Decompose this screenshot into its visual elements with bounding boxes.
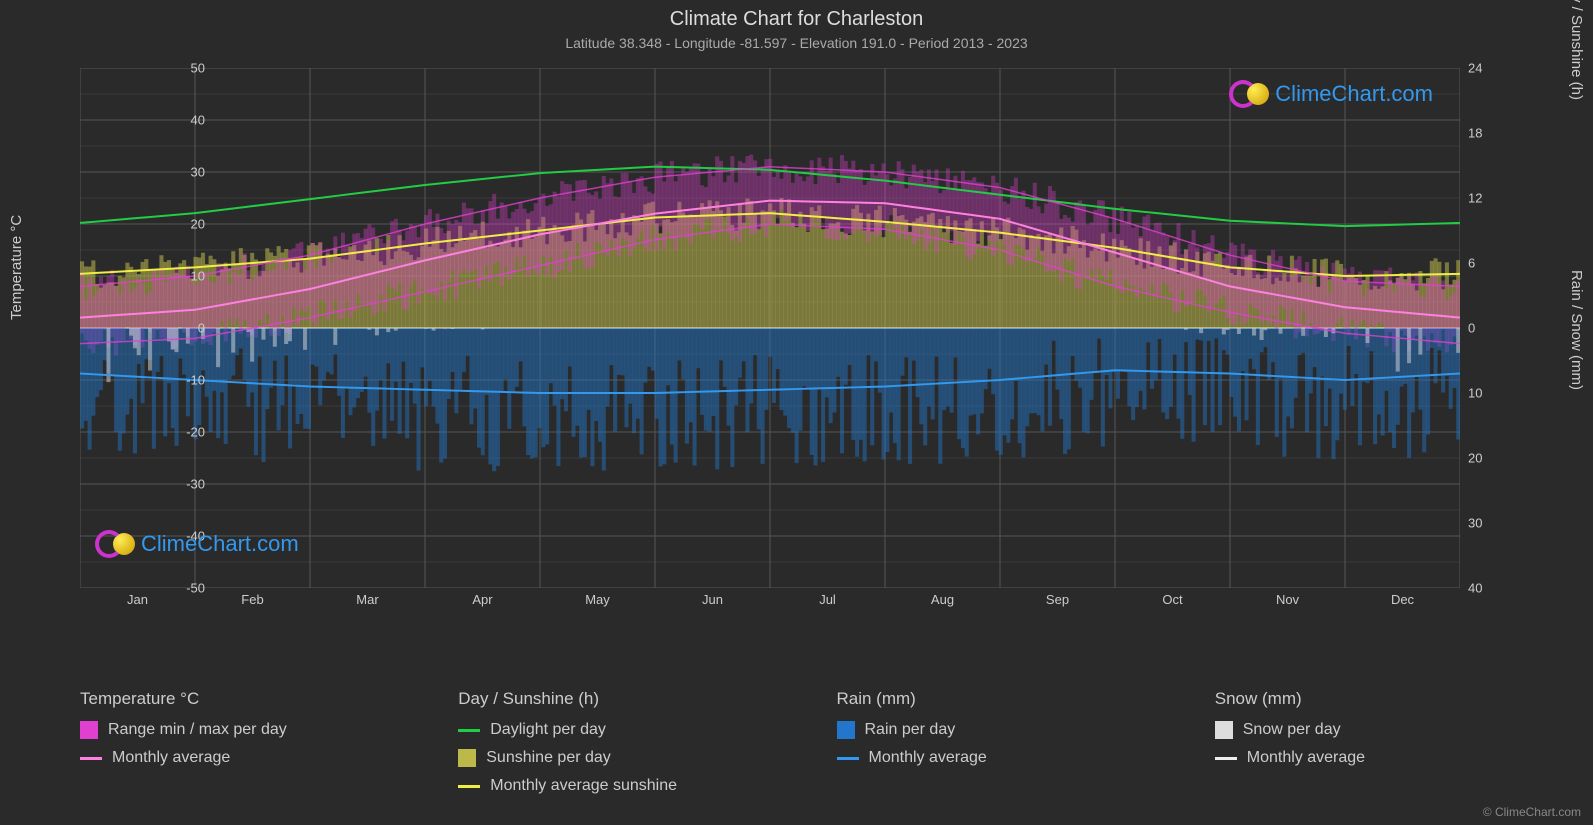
y-tick-right-top: 6: [1468, 256, 1475, 271]
legend-swatch: [458, 749, 476, 767]
y-tick-right-bottom: 20: [1468, 451, 1482, 466]
x-tick-month: Jun: [702, 592, 723, 607]
x-tick-month: Feb: [241, 592, 263, 607]
legend-label: Daylight per day: [490, 721, 606, 739]
y-tick-right-top: 12: [1468, 191, 1482, 206]
legend-swatch: [837, 757, 859, 760]
legend-swatch: [458, 729, 480, 732]
legend-item: Monthly average: [837, 749, 1155, 767]
y-tick-right-top: 18: [1468, 126, 1482, 141]
legend-col-daylight: Day / Sunshine (h) Daylight per day Sunsh…: [458, 689, 776, 805]
y-tick-right-bottom: 40: [1468, 581, 1482, 596]
x-tick-month: Nov: [1276, 592, 1299, 607]
y-axis-right-bottom-label: Rain / Snow (mm): [1568, 270, 1585, 390]
legend-item: Daylight per day: [458, 721, 776, 739]
legend-title: Day / Sunshine (h): [458, 689, 776, 709]
y-axis-left-label: Temperature °C: [8, 215, 25, 320]
legend-title: Temperature °C: [80, 689, 398, 709]
legend-label: Snow per day: [1243, 721, 1341, 739]
legend-item: Monthly average sunshine: [458, 777, 776, 795]
y-tick-right-bottom: 30: [1468, 516, 1482, 531]
legend-swatch: [837, 721, 855, 739]
legend-label: Monthly average: [869, 749, 987, 767]
legend-label: Rain per day: [865, 721, 956, 739]
legend-item: Sunshine per day: [458, 749, 776, 767]
watermark-bottom: ClimeChart.com: [95, 530, 299, 558]
legend-item: Monthly average: [1215, 749, 1533, 767]
y-tick-left: 30: [165, 165, 205, 180]
y-axis-right-top-label: Day / Sunshine (h): [1568, 0, 1585, 100]
legend-col-temperature: Temperature °C Range min / max per day Mo…: [80, 689, 398, 805]
legend-label: Monthly average sunshine: [490, 777, 677, 795]
x-tick-month: Apr: [472, 592, 492, 607]
x-tick-month: May: [585, 592, 610, 607]
y-tick-left: 50: [165, 61, 205, 76]
x-tick-month: Dec: [1391, 592, 1414, 607]
y-tick-right-bottom: 10: [1468, 386, 1482, 401]
y-tick-left: 10: [165, 269, 205, 284]
legend-item: Rain per day: [837, 721, 1155, 739]
climate-chart: Climate Chart for Charleston Latitude 38…: [0, 0, 1593, 825]
legend-label: Range min / max per day: [108, 721, 287, 739]
legend-label: Monthly average: [112, 749, 230, 767]
legend-swatch: [1215, 757, 1237, 760]
y-tick-right-top: 0: [1468, 321, 1475, 336]
legend-label: Monthly average: [1247, 749, 1365, 767]
legend-item: Monthly average: [80, 749, 398, 767]
watermark-top: ClimeChart.com: [1229, 80, 1433, 108]
x-tick-month: Mar: [356, 592, 378, 607]
x-tick-month: Sep: [1046, 592, 1069, 607]
x-tick-month: Aug: [931, 592, 954, 607]
y-tick-left: -10: [165, 373, 205, 388]
legend-col-snow: Snow (mm) Snow per day Monthly average: [1215, 689, 1533, 805]
legend-swatch: [458, 785, 480, 788]
logo-c-icon: [95, 530, 123, 558]
y-tick-left: 40: [165, 113, 205, 128]
chart-title: Climate Chart for Charleston: [0, 0, 1593, 31]
y-tick-left: -30: [165, 477, 205, 492]
legend-col-rain: Rain (mm) Rain per day Monthly average: [837, 689, 1155, 805]
legend: Temperature °C Range min / max per day Mo…: [80, 689, 1533, 805]
x-tick-month: Jul: [819, 592, 836, 607]
legend-title: Snow (mm): [1215, 689, 1533, 709]
watermark-text: ClimeChart.com: [1275, 81, 1433, 107]
plot-svg: [80, 68, 1460, 588]
legend-item: Snow per day: [1215, 721, 1533, 739]
y-tick-left: -50: [165, 581, 205, 596]
y-tick-left: -20: [165, 425, 205, 440]
copyright-text: © ClimeChart.com: [1483, 805, 1581, 819]
legend-label: Sunshine per day: [486, 749, 611, 767]
legend-title: Rain (mm): [837, 689, 1155, 709]
legend-item: Range min / max per day: [80, 721, 398, 739]
watermark-text: ClimeChart.com: [141, 531, 299, 557]
legend-swatch: [80, 757, 102, 760]
y-tick-right-top: 24: [1468, 61, 1482, 76]
y-tick-left: 0: [165, 321, 205, 336]
x-tick-month: Oct: [1162, 592, 1182, 607]
y-tick-left: 20: [165, 217, 205, 232]
x-tick-month: Jan: [127, 592, 148, 607]
legend-swatch: [80, 721, 98, 739]
chart-subtitle: Latitude 38.348 - Longitude -81.597 - El…: [0, 31, 1593, 51]
legend-swatch: [1215, 721, 1233, 739]
